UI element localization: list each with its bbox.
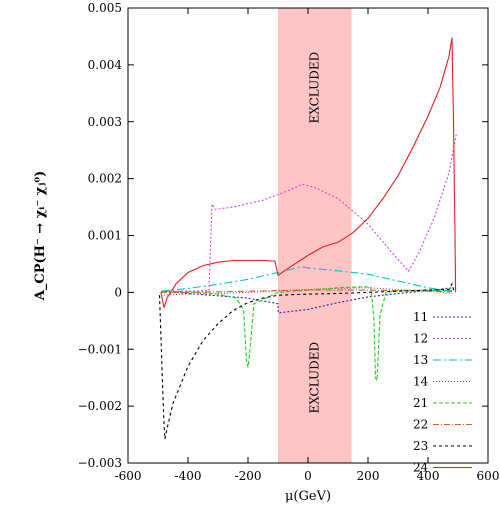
- x-tick-label: -400: [175, 469, 202, 483]
- y-tick-label: 0.001: [88, 229, 122, 243]
- ticks-layer: -600 -400 -200 0 200 400 600 −0.003 −0.002 −0.001…: [78, 1, 500, 483]
- series-line-13: [160, 266, 453, 292]
- legend-label-21: 21: [413, 396, 428, 410]
- legend-label-13: 13: [413, 353, 428, 367]
- series-line-23: [158, 282, 455, 440]
- x-tick-label: -600: [115, 469, 142, 483]
- x-tick-label: 600: [477, 469, 500, 483]
- legend-label-22: 22: [413, 418, 428, 432]
- series-line-14: [160, 287, 453, 296]
- x-tick-label: 400: [417, 469, 440, 483]
- excluded-label-top: EXCLUDED: [307, 52, 321, 124]
- x-tick-label: 200: [357, 469, 380, 483]
- legend-label-23: 23: [413, 439, 428, 453]
- y-tick-label: 0.003: [88, 115, 122, 129]
- legend-label-11: 11: [413, 310, 428, 324]
- y-tick-label: −0.003: [78, 456, 122, 470]
- y-tick-label: 0: [114, 285, 122, 299]
- y-tick-label: 0.004: [88, 58, 123, 72]
- series-line-24: [160, 37, 457, 308]
- y-tick-label: −0.001: [78, 342, 122, 356]
- y-tick-label: 0.005: [88, 1, 122, 15]
- x-tick-label: 0: [304, 469, 312, 483]
- series-line-12: [161, 132, 458, 292]
- excluded-label-bottom: EXCLUDED: [307, 342, 321, 414]
- y-axis-label: A_CP(H⁻ → χᵢ⁻ χⱼ⁰): [33, 171, 48, 301]
- series-line-21: [160, 286, 453, 383]
- x-tick-label: -200: [235, 469, 262, 483]
- legend: 11 12 13 14 21 22 23 24: [413, 310, 472, 475]
- x-axis-label: μ(GeV): [285, 489, 331, 504]
- y-tick-label: 0.002: [88, 172, 122, 186]
- series-layer: [158, 37, 458, 440]
- legend-label-24: 24: [413, 461, 429, 475]
- series-line-11: [160, 287, 453, 314]
- legend-label-12: 12: [413, 332, 428, 346]
- legend-label-14: 14: [413, 375, 429, 389]
- excluded-band: [278, 8, 352, 463]
- y-tick-label: −0.002: [78, 399, 122, 413]
